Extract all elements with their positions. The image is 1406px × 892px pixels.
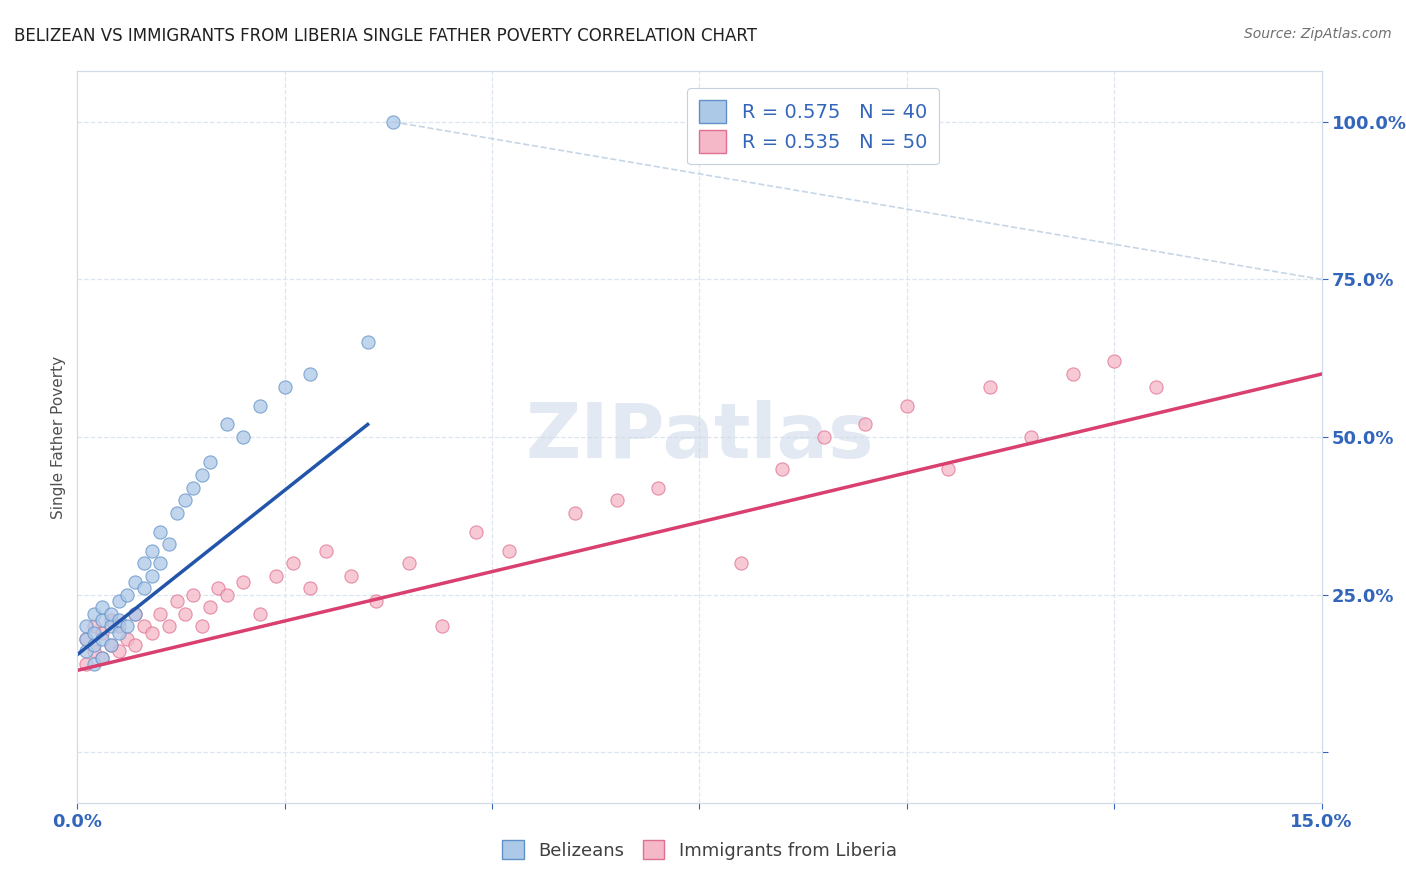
Point bbox=[432, 619, 454, 633]
Point bbox=[174, 493, 197, 508]
Point bbox=[100, 619, 122, 633]
Point bbox=[141, 625, 163, 640]
Point bbox=[108, 625, 131, 640]
Point bbox=[232, 430, 254, 444]
Point bbox=[124, 638, 146, 652]
Point bbox=[498, 543, 520, 558]
Point bbox=[166, 594, 188, 608]
Point bbox=[298, 367, 321, 381]
Point bbox=[166, 506, 188, 520]
Point bbox=[149, 524, 172, 539]
Point bbox=[75, 632, 97, 646]
Point bbox=[100, 638, 122, 652]
Point bbox=[149, 607, 172, 621]
Point bbox=[198, 455, 221, 469]
Point bbox=[83, 607, 105, 621]
Point bbox=[215, 417, 238, 432]
Point bbox=[157, 619, 180, 633]
Point bbox=[215, 588, 238, 602]
Point bbox=[100, 638, 122, 652]
Point bbox=[115, 632, 138, 646]
Text: ZIPatlas: ZIPatlas bbox=[526, 401, 873, 474]
Point bbox=[100, 607, 122, 621]
Point bbox=[938, 461, 960, 475]
Point bbox=[115, 588, 138, 602]
Point bbox=[132, 556, 155, 570]
Point bbox=[855, 417, 877, 432]
Point bbox=[191, 467, 214, 482]
Point bbox=[249, 607, 271, 621]
Point bbox=[298, 582, 321, 596]
Point bbox=[149, 556, 172, 570]
Point bbox=[132, 582, 155, 596]
Point bbox=[124, 607, 146, 621]
Point bbox=[364, 594, 387, 608]
Point bbox=[91, 632, 114, 646]
Point bbox=[124, 607, 146, 621]
Point bbox=[315, 543, 337, 558]
Point bbox=[75, 644, 97, 658]
Point bbox=[232, 575, 254, 590]
Point bbox=[1021, 430, 1043, 444]
Point bbox=[249, 399, 271, 413]
Point bbox=[108, 644, 131, 658]
Point bbox=[174, 607, 197, 621]
Point bbox=[75, 632, 97, 646]
Point bbox=[896, 399, 918, 413]
Point bbox=[381, 115, 404, 129]
Text: Source: ZipAtlas.com: Source: ZipAtlas.com bbox=[1244, 27, 1392, 41]
Point bbox=[83, 638, 105, 652]
Text: BELIZEAN VS IMMIGRANTS FROM LIBERIA SINGLE FATHER POVERTY CORRELATION CHART: BELIZEAN VS IMMIGRANTS FROM LIBERIA SING… bbox=[14, 27, 756, 45]
Point bbox=[979, 379, 1001, 393]
Point bbox=[274, 379, 297, 393]
Point bbox=[108, 613, 131, 627]
Point bbox=[124, 575, 146, 590]
Legend: Belizeans, Immigrants from Liberia: Belizeans, Immigrants from Liberia bbox=[495, 833, 904, 867]
Point bbox=[141, 543, 163, 558]
Point bbox=[207, 582, 229, 596]
Point bbox=[75, 657, 97, 671]
Point bbox=[730, 556, 752, 570]
Point bbox=[91, 600, 114, 615]
Point bbox=[191, 619, 214, 633]
Point bbox=[398, 556, 420, 570]
Point bbox=[1062, 367, 1084, 381]
Point bbox=[1104, 354, 1126, 368]
Point bbox=[183, 481, 205, 495]
Point bbox=[83, 619, 105, 633]
Point bbox=[91, 613, 114, 627]
Point bbox=[183, 588, 205, 602]
Point bbox=[647, 481, 669, 495]
Point bbox=[115, 619, 138, 633]
Point bbox=[83, 644, 105, 658]
Point bbox=[281, 556, 304, 570]
Point bbox=[772, 461, 794, 475]
Point bbox=[75, 619, 97, 633]
Point bbox=[464, 524, 486, 539]
Point bbox=[91, 650, 114, 665]
Point bbox=[100, 613, 122, 627]
Point bbox=[91, 625, 114, 640]
Point bbox=[340, 569, 363, 583]
Point bbox=[132, 619, 155, 633]
Point bbox=[83, 625, 105, 640]
Point bbox=[606, 493, 628, 508]
Point bbox=[198, 600, 221, 615]
Point bbox=[357, 335, 380, 350]
Point bbox=[564, 506, 586, 520]
Point bbox=[83, 657, 105, 671]
Point bbox=[108, 594, 131, 608]
Point bbox=[1144, 379, 1167, 393]
Point bbox=[157, 537, 180, 551]
Point bbox=[141, 569, 163, 583]
Y-axis label: Single Father Poverty: Single Father Poverty bbox=[51, 356, 66, 518]
Point bbox=[266, 569, 288, 583]
Point bbox=[91, 650, 114, 665]
Point bbox=[108, 619, 131, 633]
Point bbox=[813, 430, 835, 444]
